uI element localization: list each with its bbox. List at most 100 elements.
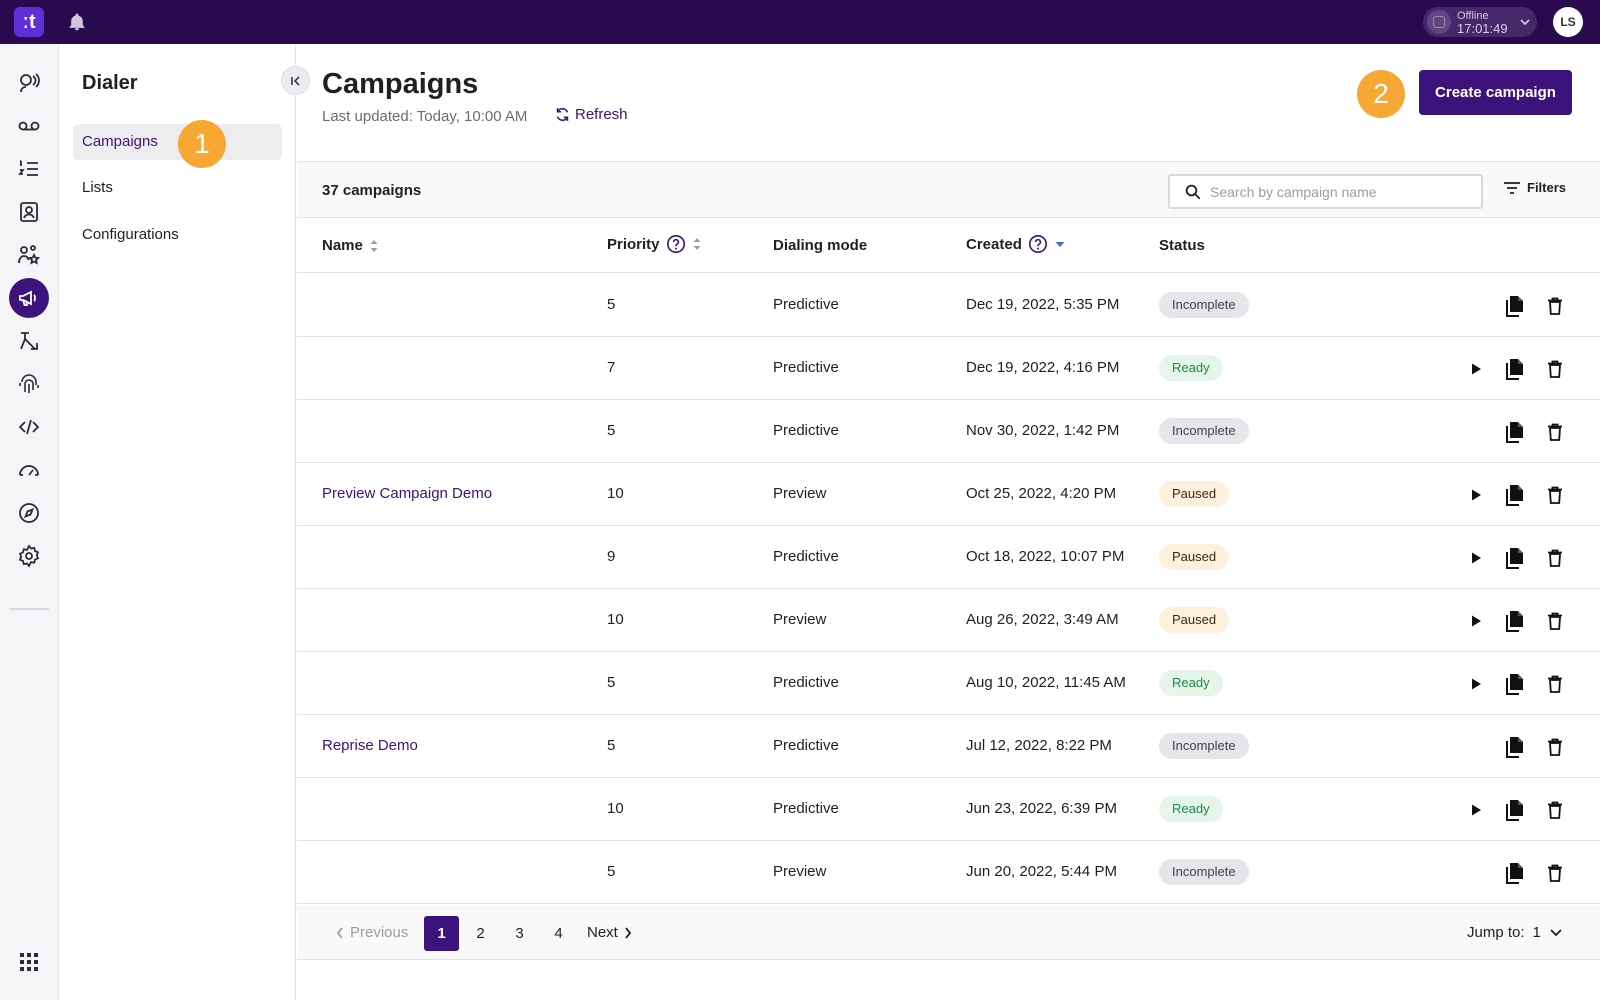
next-page-button[interactable]: Next [587,924,632,941]
sidebar-item-lists[interactable]: Lists [82,179,113,196]
copy-icon[interactable] [1503,861,1527,885]
created-cell: Dec 19, 2022, 4:16 PM [966,359,1120,376]
sidebar-item-campaigns[interactable]: Campaigns [73,124,282,160]
column-header-created[interactable]: Created [966,234,1066,254]
table-row[interactable]: Reprise Demo 5 Predictive Jul 12, 2022, 8:2… [297,715,1600,778]
refresh-button[interactable]: Refresh [554,106,628,123]
icon-rail [0,44,59,1000]
compass-icon[interactable] [9,493,49,533]
bell-icon[interactable] [67,12,87,32]
speedometer-icon[interactable] [9,450,49,490]
chevron-down-icon [1550,928,1562,936]
play-icon[interactable] [1464,672,1488,696]
copy-icon[interactable] [1503,609,1527,633]
priority-cell: 9 [607,548,616,565]
megaphone-icon[interactable] [9,278,49,318]
dialing-mode-cell: Preview [773,611,827,628]
status-badge: Incomplete [1159,418,1249,444]
collapse-sidebar-button[interactable] [281,66,310,95]
table-row[interactable]: 7 Predictive Dec 19, 2022, 4:16 PM Ready [297,337,1600,400]
filters-label: Filters [1527,180,1567,195]
sidebar-title: Dialer [82,72,138,94]
copy-icon[interactable] [1503,735,1527,759]
status-badge: Incomplete [1159,292,1249,318]
table-row[interactable]: 9 Predictive Oct 18, 2022, 10:07 PM Paused [297,526,1600,589]
page-2-button[interactable]: 2 [476,925,485,942]
status-badge: Paused [1159,481,1230,507]
column-header-dialing-mode: Dialing mode [773,237,867,254]
table-toolbar: 37 campaigns Filters [297,161,1600,218]
trash-icon[interactable] [1543,357,1567,381]
trash-icon[interactable] [1543,609,1567,633]
filters-button[interactable]: Filters [1503,180,1566,195]
sort-descending-icon [1055,242,1065,247]
trash-icon[interactable] [1543,546,1567,570]
play-icon[interactable] [1464,798,1488,822]
table-row[interactable]: 10 Preview Aug 26, 2022, 3:49 AM Paused [297,589,1600,652]
fingerprint-icon[interactable] [9,364,49,404]
contacts-icon[interactable] [9,192,49,232]
help-circle-icon[interactable] [666,234,686,254]
table-row[interactable]: 5 Predictive Dec 19, 2022, 5:35 PM Incomple… [297,274,1600,337]
jump-to-page[interactable]: Jump to: 1 [1467,924,1563,941]
voicemail-icon[interactable] [9,106,49,146]
copy-icon[interactable] [1503,546,1527,570]
team-skills-icon[interactable] [9,235,49,275]
copy-icon[interactable] [1503,483,1527,507]
create-campaign-button[interactable]: Create campaign [1419,70,1572,115]
main-content: Campaigns Last updated: Today, 10:00 AM … [297,44,1600,1000]
column-header-name[interactable]: Name [322,237,379,254]
agent-status-dropdown[interactable]: Offline 17:01:49 [1423,7,1537,37]
trash-icon[interactable] [1543,420,1567,444]
play-icon[interactable] [1464,483,1488,507]
dialing-mode-cell: Predictive [773,422,839,439]
app-logo[interactable]: ːt [14,7,44,37]
created-cell: Oct 18, 2022, 10:07 PM [966,548,1125,565]
search-box [1168,174,1483,209]
help-circle-icon[interactable] [1028,234,1048,254]
page-3-button[interactable]: 3 [515,925,524,942]
settings-gear-icon[interactable] [9,536,49,576]
sidebar-item-configurations[interactable]: Configurations [82,226,179,243]
created-cell: Jul 12, 2022, 8:22 PM [966,737,1112,754]
table-header: Name Priority Dialing mode Created Statu… [297,218,1600,273]
refresh-label: Refresh [575,106,628,123]
copy-icon[interactable] [1503,420,1527,444]
priority-cell: 10 [607,611,624,628]
column-header-priority[interactable]: Priority [607,234,702,254]
trash-icon[interactable] [1543,483,1567,507]
table-row[interactable]: 5 Predictive Nov 30, 2022, 1:42 PM Incomple… [297,400,1600,463]
routing-flow-icon[interactable] [9,321,49,361]
table-row[interactable]: 5 Preview Jun 20, 2022, 5:44 PM Incomplete [297,841,1600,904]
trash-icon[interactable] [1543,861,1567,885]
status-badge: Paused [1159,607,1230,633]
campaign-name-link[interactable]: Reprise Demo [322,737,418,754]
play-icon[interactable] [1464,546,1488,570]
code-icon[interactable] [9,407,49,447]
jump-to-label: Jump to: [1467,924,1525,941]
sort-icon [693,238,701,250]
user-avatar[interactable]: LS [1553,7,1583,37]
page-4-button[interactable]: 4 [554,925,563,942]
table-row[interactable]: Preview Campaign Demo 10 Preview Oct 25, 20… [297,463,1600,526]
table-row[interactable]: 5 Predictive Aug 10, 2022, 11:45 AM Ready [297,652,1600,715]
search-input[interactable] [1210,182,1470,202]
trash-icon[interactable] [1543,798,1567,822]
play-icon[interactable] [1464,609,1488,633]
previous-page-button[interactable]: Previous [336,924,408,941]
campaign-name-link[interactable]: Preview Campaign Demo [322,485,493,502]
copy-icon[interactable] [1503,357,1527,381]
copy-icon[interactable] [1503,294,1527,318]
numbered-list-icon[interactable] [9,149,49,189]
copy-icon[interactable] [1503,672,1527,696]
dialing-mode-cell: Predictive [773,359,839,376]
trash-icon[interactable] [1543,294,1567,318]
apps-grid-icon[interactable] [9,942,49,982]
table-row[interactable]: 10 Predictive Jun 23, 2022, 6:39 PM Ready [297,778,1600,841]
trash-icon[interactable] [1543,672,1567,696]
voice-agent-icon[interactable] [9,63,49,103]
page-1-button[interactable]: 1 [424,916,459,951]
play-icon[interactable] [1464,357,1488,381]
trash-icon[interactable] [1543,735,1567,759]
copy-icon[interactable] [1503,798,1527,822]
